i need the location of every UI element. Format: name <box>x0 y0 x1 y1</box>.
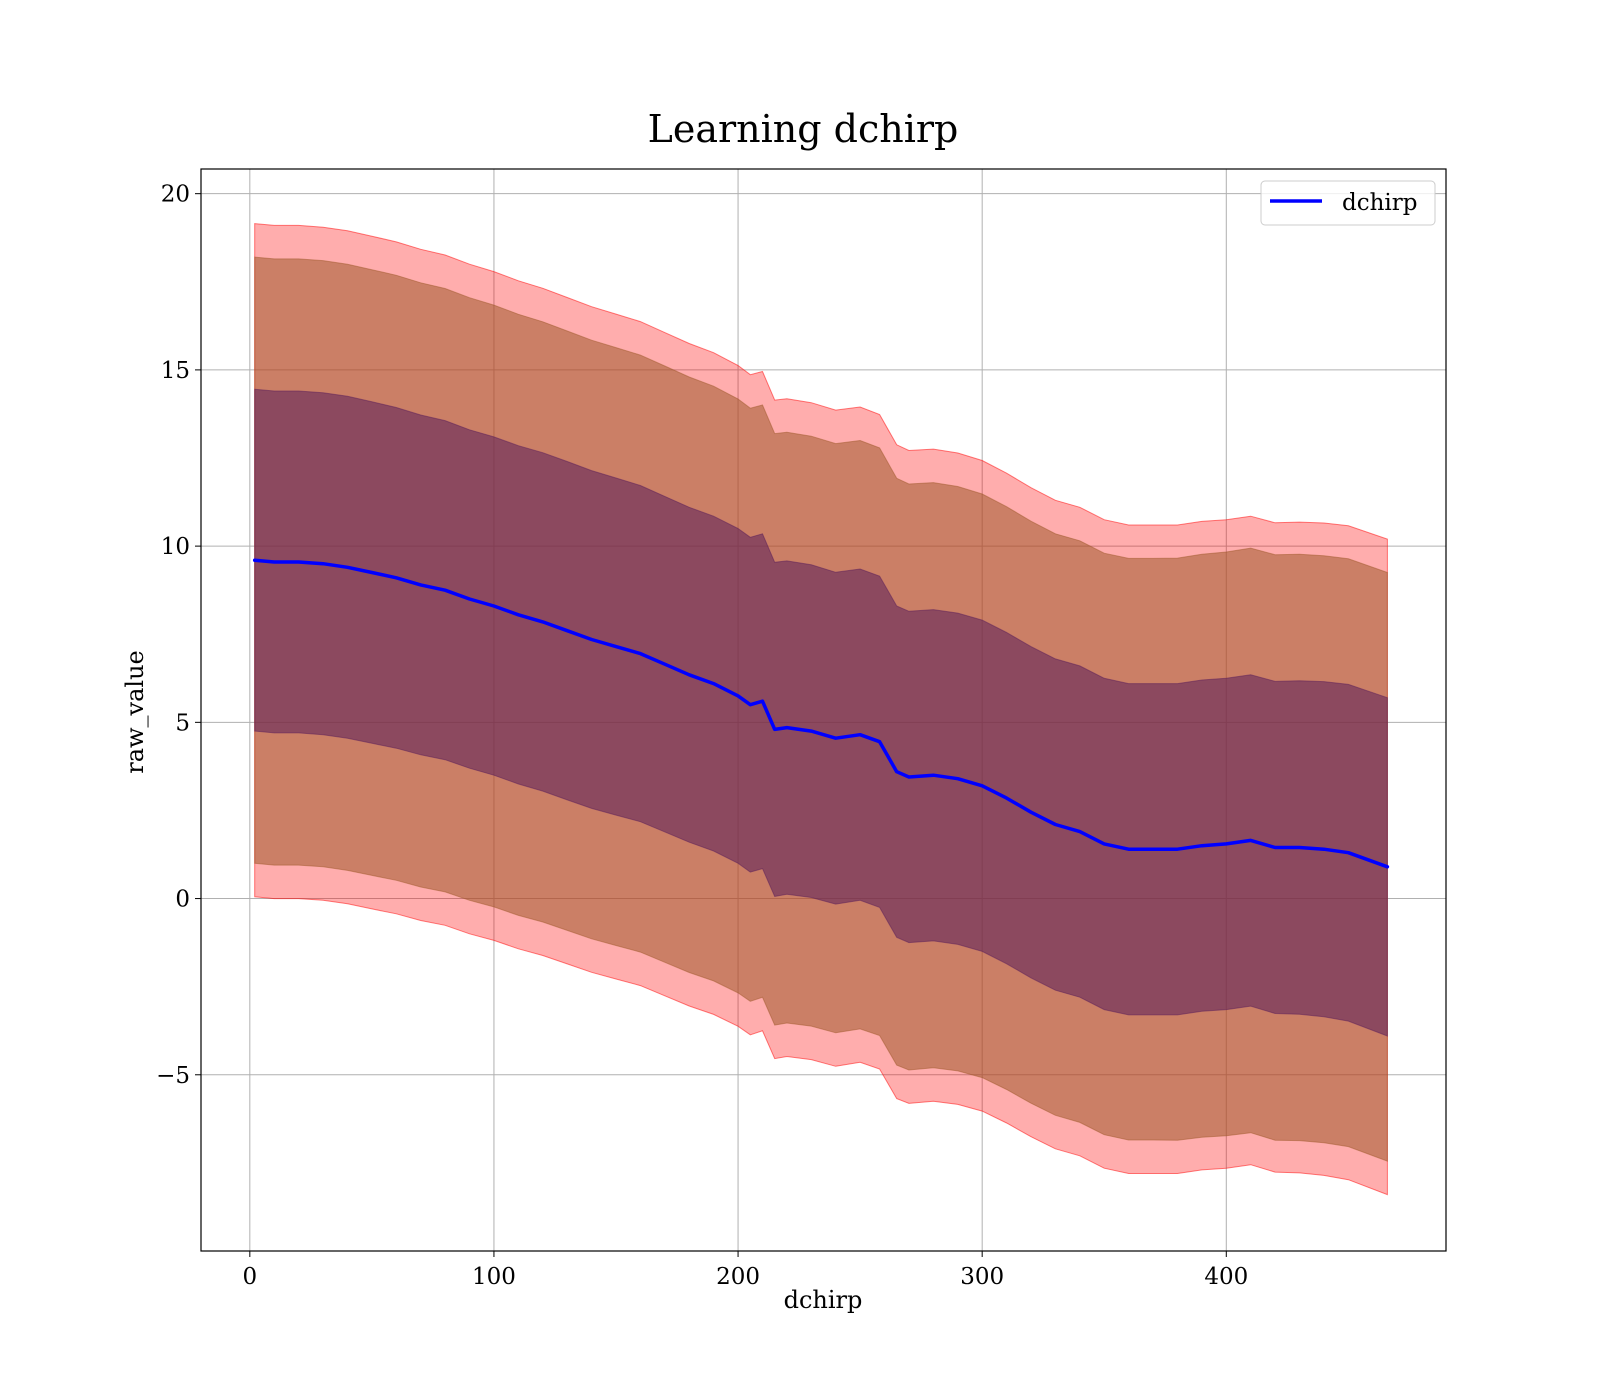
x-tick-label: 400 <box>1204 1264 1248 1290</box>
y-tick-label: −5 <box>156 1063 190 1089</box>
plot-frame <box>200 168 1447 1252</box>
axis-ticks: 0 100 200 300 400 −5 0 5 10 15 20 <box>156 182 1248 1290</box>
x-axis-label: dchirp <box>784 1286 863 1314</box>
legend-box <box>1260 180 1436 226</box>
y-tick-label: 20 <box>161 182 190 208</box>
confidence-bands <box>254 223 1388 1196</box>
legend: dchirp <box>1260 180 1436 226</box>
y-tick-label: 15 <box>161 358 190 384</box>
series-lines <box>252 558 1390 869</box>
x-tick-label: 300 <box>960 1264 1004 1290</box>
y-tick-label: 5 <box>175 710 190 736</box>
chart-title: Learning dchirp <box>648 107 959 151</box>
legend-label-dchirp: dchirp <box>1342 190 1418 216</box>
y-tick-label: 10 <box>161 534 190 560</box>
x-tick-label: 200 <box>716 1264 760 1290</box>
x-tick-label: 100 <box>472 1264 516 1290</box>
y-tick-label: 0 <box>175 887 190 913</box>
x-tick-label: 0 <box>243 1264 258 1290</box>
y-axis-label: raw_value <box>121 650 149 774</box>
band-inner <box>254 388 1388 1037</box>
series-line-dchirp <box>252 558 1390 869</box>
